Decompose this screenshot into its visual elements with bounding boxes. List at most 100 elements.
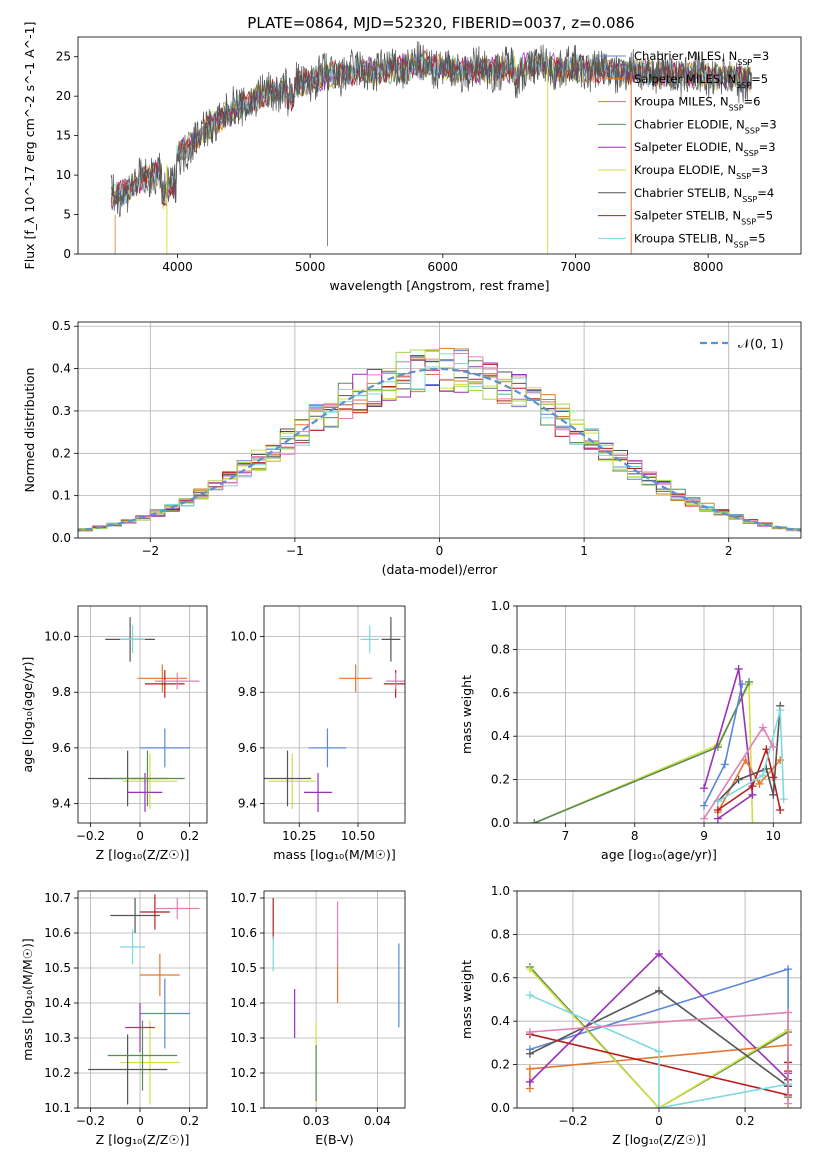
panel-3: −0.2 0 0.2 9.4 9.6 9.8 10.0 Z [log₁₀(Z/Z☉)] age … xyxy=(20,605,208,862)
y-axis-label: Flux [f_λ 10^-17 erg cm^-2 s^-1 A^-1] xyxy=(22,22,37,270)
weight-marker xyxy=(655,1104,663,1108)
legend-label: Salpeter MILES, NSSP=5 xyxy=(634,72,768,90)
weight-marker xyxy=(525,1077,534,1086)
x-axis-label: Z [log₁₀(Z/Z☉)] xyxy=(96,1132,190,1147)
x-tick-label: −1 xyxy=(286,544,304,558)
x-tick-label: 9 xyxy=(700,829,708,843)
panels: 4000 5000 6000 7000 80000510152025wavelength… xyxy=(20,22,802,1147)
x-tick-label: −0.2 xyxy=(558,1114,587,1128)
panel-6: −0.2 0 0.2 10.1 10.2 10.3 10.4 10.5 10.6 10.7 Z [l… xyxy=(20,890,208,1147)
panel-5: 7 8 9 10 0.0 0.2 0.4 0.6 0.8 1.0 age [log₁₀(age/yr… xyxy=(459,599,802,862)
x-tick-label: −0.2 xyxy=(76,1114,105,1128)
y-tick-label: 10.1 xyxy=(44,1101,71,1115)
y-tick-label: 10.0 xyxy=(44,630,71,644)
x-tick-label: 0 xyxy=(655,1114,663,1128)
x-axis-label: (data-model)/error xyxy=(382,562,499,577)
y-tick-label: 9.8 xyxy=(52,685,71,699)
legend-label: Kroupa ELODIE, NSSP=3 xyxy=(634,163,768,181)
weight-marker xyxy=(758,771,767,780)
y-tick-label: 0.0 xyxy=(491,816,510,830)
y-axis-label: mass [log₁₀(M/M☉)] xyxy=(20,938,35,1060)
y-tick-label: 0 xyxy=(63,247,71,261)
x-tick-label: 7000 xyxy=(560,260,591,274)
x-tick-label: 0.03 xyxy=(303,1114,330,1128)
plot-area xyxy=(272,898,400,1105)
y-tick-label: 10 xyxy=(56,168,71,182)
y-tick-label: 10.5 xyxy=(44,961,71,975)
x-axis-label: wavelength [Angstrom, rest frame] xyxy=(329,278,549,293)
y-tick-label: 0.6 xyxy=(491,686,510,700)
y-tick-label: 0.3 xyxy=(52,404,71,418)
weight-marker xyxy=(762,764,771,773)
weight-marker xyxy=(525,1049,534,1058)
plot-area xyxy=(87,617,200,812)
legend: 𝒩(0, 1) xyxy=(700,336,784,351)
y-tick-label: 0.4 xyxy=(52,362,71,376)
y-tick-label: 9.8 xyxy=(238,685,257,699)
x-tick-label: 1 xyxy=(580,544,588,558)
panel-7: 0.03 0.04 10.1 10.2 10.3 10.4 10.5 10.6 10.7 E(B-… xyxy=(230,890,406,1147)
plot-area xyxy=(78,347,801,533)
weight-marker xyxy=(769,790,778,799)
weight-line xyxy=(703,683,743,806)
weight-marker xyxy=(734,664,743,673)
y-tick-label: 15 xyxy=(56,129,71,143)
weight-marker xyxy=(734,775,743,784)
y-tick-label: 0.2 xyxy=(491,773,510,787)
weight-marker xyxy=(525,965,534,974)
y-tick-label: 10.3 xyxy=(230,1031,257,1045)
axes-frame xyxy=(263,605,406,824)
axes-frame xyxy=(77,36,802,255)
weight-marker xyxy=(720,760,729,769)
axes-frame xyxy=(263,890,406,1109)
y-tick-label: 10.6 xyxy=(44,926,71,940)
weight-marker xyxy=(655,949,663,958)
plot-area xyxy=(264,617,405,812)
plot-area xyxy=(87,894,200,1105)
x-axis-label: Z [log₁₀(Z/Z☉)] xyxy=(612,1132,706,1147)
x-tick-label: 0 xyxy=(136,1114,144,1128)
y-tick-label: 10.4 xyxy=(230,996,257,1010)
y-tick-label: 10.7 xyxy=(230,891,257,905)
y-tick-label: 10.4 xyxy=(44,996,71,1010)
x-axis-label: E(B-V) xyxy=(315,1132,354,1147)
x-tick-label: 0 xyxy=(436,544,444,558)
y-tick-label: 20 xyxy=(56,89,71,103)
weight-marker xyxy=(769,773,778,782)
weight-marker xyxy=(700,814,709,823)
x-tick-label: 10.25 xyxy=(282,829,316,843)
legend-label: Salpeter ELODIE, NSSP=3 xyxy=(634,140,776,158)
y-tick-label: 0.2 xyxy=(491,1058,510,1072)
weight-marker xyxy=(655,986,663,995)
y-axis-label: mass weight xyxy=(459,675,474,754)
y-tick-label: 9.6 xyxy=(238,741,257,755)
y-tick-label: 0.8 xyxy=(491,642,510,656)
x-tick-label: 4000 xyxy=(162,260,193,274)
x-tick-label: 10 xyxy=(766,829,781,843)
weight-line xyxy=(529,994,789,1108)
legend-label: Kroupa MILES, NSSP=6 xyxy=(634,95,760,113)
weight-marker xyxy=(779,795,788,804)
plot-area xyxy=(530,664,788,823)
x-tick-label: 0 xyxy=(136,829,144,843)
y-tick-label: 5 xyxy=(63,208,71,222)
y-tick-label: 10.1 xyxy=(230,1101,257,1115)
x-tick-label: −0.2 xyxy=(76,829,105,843)
legend-label: Kroupa STELIB, NSSP=5 xyxy=(634,231,765,249)
weight-marker xyxy=(745,677,754,686)
x-tick-label: −2 xyxy=(141,544,159,558)
y-tick-label: 0.0 xyxy=(52,531,71,545)
weight-marker xyxy=(769,743,778,752)
y-tick-label: 0.4 xyxy=(491,729,510,743)
weight-marker xyxy=(748,819,757,823)
weight-line xyxy=(703,668,754,820)
y-tick-label: 1.0 xyxy=(491,884,510,898)
plot-area xyxy=(525,949,793,1108)
x-axis-label: Z [log₁₀(Z/Z☉)] xyxy=(96,847,190,862)
legend-label: Salpeter STELIB, NSSP=5 xyxy=(634,209,773,227)
panel-8: −0.2 0 0.2 0.0 0.2 0.4 0.6 0.8 1.0 Z [log₁₀(Z/Z☉)… xyxy=(459,884,802,1147)
panel-4: 10.25 10.50 9.4 9.6 9.8 10.0 mass [log₁₀(M/M☉)… xyxy=(230,605,406,862)
plot-area xyxy=(110,41,753,254)
weight-marker xyxy=(741,756,750,765)
y-tick-label: 10.0 xyxy=(230,630,257,644)
